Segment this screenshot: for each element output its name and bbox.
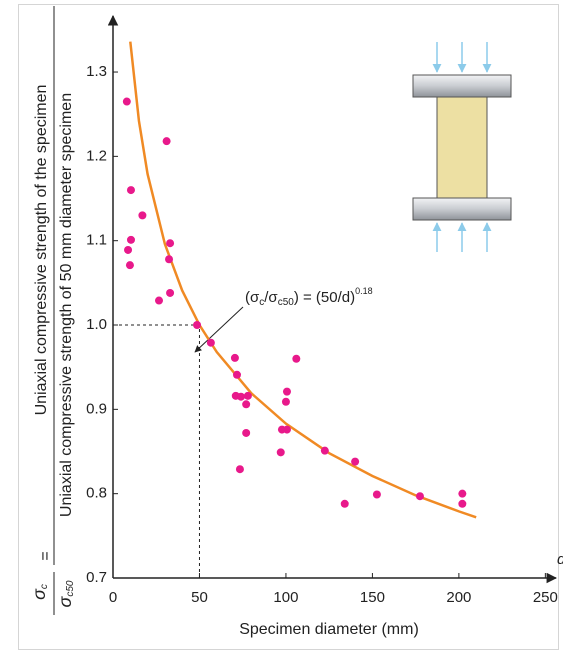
x-tick-label: 0 [109,589,117,606]
frame [18,4,559,650]
data-point [193,321,202,330]
data-point [372,490,381,499]
data-point [138,211,147,220]
data-point [415,492,424,501]
data-point [165,255,174,264]
data-point [126,186,135,195]
x-tick-label: 100 [273,589,298,606]
data-point [458,489,467,498]
x-label: Specimen diameter (mm) [239,621,419,638]
data-point [340,499,349,508]
data-point [282,425,291,434]
data-point [162,137,171,146]
data-point [282,387,291,396]
data-point [281,397,290,406]
x-tick-label: 200 [446,589,471,606]
x-tick-label: 250 [533,589,558,606]
subscript: c [39,584,50,589]
annotation-part: /σ [264,289,278,306]
y-symbol: σc [29,584,50,600]
x-tick-label: 50 [191,589,208,606]
y-tick-label: 1.1 [86,232,107,249]
y-label-denominator: Uniaxial compressive strength of 50 mm d… [58,93,75,517]
symbol: σ [29,588,49,600]
y-tick-label: 1.0 [86,316,107,333]
annotation-part: c50 [278,297,295,308]
data-point [155,296,164,305]
data-point [236,392,245,401]
data-point [243,391,252,400]
specimen-diagram [412,42,512,252]
x-symbol: d [557,551,563,568]
annotation-part: 0.18 [355,286,373,296]
y-tick-label: 0.9 [86,400,107,417]
y-tick-label: 0.8 [86,485,107,502]
y-label-numerator: Uniaxial compressive strength of the spe… [33,85,50,416]
data-point [126,235,135,244]
annotation-arrow [194,306,244,353]
annotation-part: c [259,297,264,308]
data-point [166,239,175,248]
x-tick-label: 150 [360,589,385,606]
annotation-part: ) = (50/d) [294,289,355,306]
symbol: σ [55,595,75,607]
subscript: c50 [65,580,76,597]
data-point [235,465,244,474]
data-point [124,245,133,254]
data-point [292,354,301,363]
data-point [276,448,285,457]
data-point [125,261,134,270]
y-tick-label: 0.7 [86,569,107,586]
data-point [458,499,467,508]
annotation: (σc/σc50) = (50/d)0.18 [245,286,373,307]
y-tick-label: 1.2 [86,147,107,164]
data-point [242,400,251,409]
data-point [351,457,360,466]
equals: = [37,551,54,560]
data-point [206,338,215,347]
data-point [242,428,251,437]
data-point [232,370,241,379]
data-point [166,288,175,297]
fit-curve [129,41,477,519]
y-tick-label: 1.3 [86,63,107,80]
data-point [230,353,239,362]
data-point [122,97,131,106]
data-point [320,446,329,455]
annotation-part: (σ [245,289,260,306]
y-symbol: σc50 [55,580,76,607]
